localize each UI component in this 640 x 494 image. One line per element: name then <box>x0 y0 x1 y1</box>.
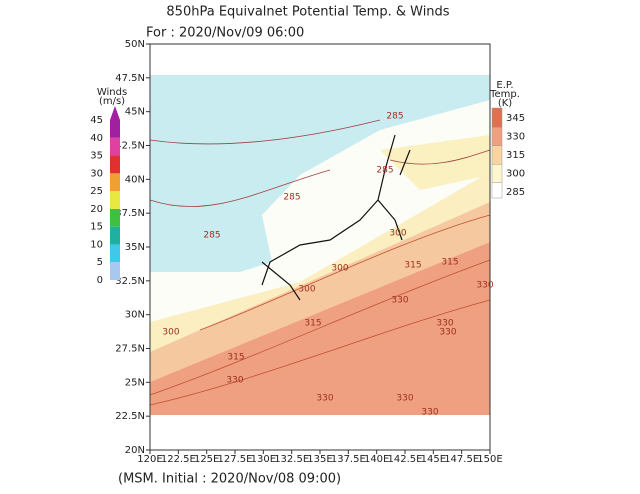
temp-color-box <box>491 164 503 183</box>
x-tick-label: 142.5E <box>388 454 423 465</box>
wind-color-box <box>110 155 120 174</box>
contour-label: 285 <box>283 193 300 203</box>
temp-tick-label: 330 <box>506 132 525 143</box>
y-tick-label: 37.5N <box>115 208 145 219</box>
contour-label: 330 <box>226 376 243 386</box>
contour-label: 300 <box>389 229 406 239</box>
x-tick-label: 145E <box>421 454 446 465</box>
wind-tick-label: 15 <box>90 222 103 233</box>
contour-label: 315 <box>404 261 421 271</box>
temp-color-box <box>491 145 503 165</box>
contour-label: 300 <box>162 328 179 338</box>
contour-label: 330 <box>439 328 456 338</box>
y-tick-label: 30N <box>125 310 145 321</box>
wind-color-box <box>110 120 120 138</box>
y-tick-label: 27.5N <box>115 344 145 355</box>
wind-tick-label: 30 <box>90 168 103 179</box>
temp-color-box <box>491 182 503 199</box>
wind-tick-label: 25 <box>90 186 103 197</box>
wind-tick-label: 35 <box>90 151 103 162</box>
contour-label: 285 <box>386 112 403 122</box>
wind-tick-label: 5 <box>97 257 103 268</box>
contour-label: 330 <box>421 408 438 418</box>
y-tick-label: 35N <box>125 242 145 253</box>
wind-tick-label: 10 <box>90 239 103 250</box>
temp-legend-unit: (K) <box>498 98 512 109</box>
y-tick-label: 42.5N <box>115 141 145 152</box>
x-tick-label: 122.5E <box>161 454 196 465</box>
y-tick-label: 22.5N <box>115 411 145 422</box>
contour-label: 315 <box>304 319 321 329</box>
wind-color-box <box>110 137 120 156</box>
wind-color-box <box>110 191 120 209</box>
wind-color-box <box>110 226 120 245</box>
temp-color-box <box>491 107 503 128</box>
map-shading <box>149 75 491 415</box>
x-tick-label: 120E <box>137 454 162 465</box>
contour-label: 330 <box>391 296 408 306</box>
temp-tick-label: 345 <box>506 113 525 124</box>
y-tick-label: 32.5N <box>115 276 145 287</box>
wind-color-box <box>110 244 120 263</box>
temp-tick-label: 315 <box>506 150 525 161</box>
contour-label: 330 <box>476 281 493 291</box>
y-tick-label: 20N <box>125 445 145 456</box>
contour-label: 300 <box>298 285 315 295</box>
x-tick-label: 125E <box>194 454 219 465</box>
initial-time: (MSM. Initial : 2020/Nov/08 09:00) <box>118 472 341 487</box>
temp-legend-subtitle: Temp. <box>489 89 520 100</box>
wind-color-box <box>110 173 120 192</box>
temp-color-box <box>491 127 503 146</box>
title: 850hPa Equivalnet Potential Temp. & Wind… <box>166 5 449 20</box>
x-tick-label: 135E <box>307 454 332 465</box>
temp-tick-label: 285 <box>506 187 525 198</box>
x-tick-label: 150E <box>477 454 502 465</box>
x-tick-label: 130E <box>251 454 276 465</box>
y-tick-label: 50N <box>125 39 145 50</box>
wind-tick-label: 45 <box>90 115 103 126</box>
contour-label: 330 <box>436 319 453 329</box>
wind-legend-title: Winds <box>97 87 127 98</box>
contour-label: 300 <box>331 264 348 274</box>
temp-legend-title: E.P. <box>496 80 513 91</box>
y-tick-label: 47.5N <box>115 73 145 84</box>
temp-tick-label: 300 <box>506 169 525 180</box>
contour-label: 285 <box>203 231 220 241</box>
wind-tick-label: 40 <box>90 133 103 144</box>
contour-label: 315 <box>441 258 458 268</box>
x-tick-label: 147.5E <box>444 454 479 465</box>
y-tick-label: 25N <box>125 377 145 388</box>
contour-label: 330 <box>396 394 413 404</box>
wind-tick-label: 0 <box>97 275 103 286</box>
valid-time: For : 2020/Nov/09 06:00 <box>146 26 304 41</box>
x-tick-label: 132.5E <box>274 454 309 465</box>
wind-legend-unit: (m/s) <box>99 96 125 107</box>
contour-label: 315 <box>227 353 244 363</box>
y-tick-label: 45N <box>125 107 145 118</box>
wind-tick-label: 20 <box>90 204 103 215</box>
wind-color-box <box>110 262 120 280</box>
wind-color-box <box>110 208 120 227</box>
contour-label: 330 <box>316 394 333 404</box>
x-tick-label: 137.5E <box>331 454 366 465</box>
wind-legend-arrow <box>110 106 120 120</box>
x-tick-label: 140E <box>364 454 389 465</box>
y-tick-label: 40N <box>125 174 145 185</box>
x-tick-label: 127.5E <box>218 454 253 465</box>
contour-label: 285 <box>376 166 393 176</box>
